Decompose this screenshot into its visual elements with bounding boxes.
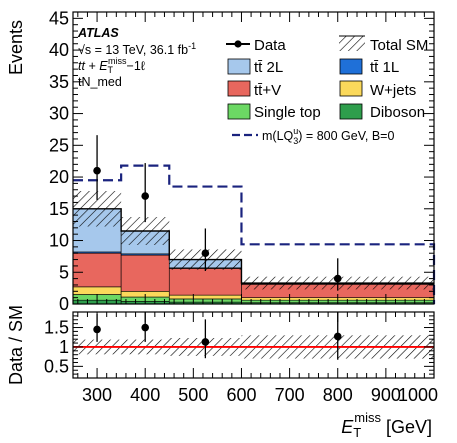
main-ytick-label: 45 bbox=[49, 8, 69, 28]
main-data-points bbox=[93, 135, 342, 291]
legend: Data Total SM tt̄ 2L tt̄ 1L tt̄+V W+jets… bbox=[226, 35, 428, 146]
stack-bar-wjets-0 bbox=[72, 286, 122, 295]
main-ytick-label: 10 bbox=[49, 231, 69, 251]
ratio-xtick-label: 700 bbox=[275, 385, 305, 405]
ratio-point-0 bbox=[93, 325, 101, 334]
energy-label: √s = 13 TeV, 36.1 fb-1 bbox=[78, 41, 196, 57]
main-axes: 0 5 10 15 20 25 30 35 40 45 bbox=[49, 8, 435, 314]
ratio-xtick-label: 600 bbox=[226, 385, 256, 405]
ratio-xtick-label: 400 bbox=[130, 385, 160, 405]
main-ytick-label: 40 bbox=[49, 40, 69, 60]
main-signal-line bbox=[73, 164, 436, 304]
data-point-0 bbox=[93, 166, 101, 175]
legend-ttbar-2l: tt̄ 2L bbox=[227, 58, 283, 76]
x-axis-title-unit: [GeV] bbox=[386, 417, 432, 437]
total-sm-line bbox=[73, 208, 434, 284]
stack-bar-ttv-0 bbox=[72, 252, 122, 288]
svg-text:W+jets: W+jets bbox=[370, 82, 416, 99]
stack-bar-ttv-1 bbox=[120, 254, 170, 292]
ratio-y-axis-title: Data / SM bbox=[6, 305, 26, 385]
main-ytick-label: 20 bbox=[49, 167, 69, 187]
stack-bar-singletop-2 bbox=[168, 298, 242, 303]
main-ytick-label: 5 bbox=[59, 262, 69, 282]
legend-wjets: W+jets bbox=[339, 80, 416, 99]
main-ytick-label: 25 bbox=[49, 135, 69, 155]
ratio-xtick-label: 800 bbox=[323, 385, 353, 405]
legend-single-top: Single top bbox=[227, 103, 321, 121]
stack-bar-ttv-2 bbox=[168, 268, 242, 296]
main-ytick-label: 0 bbox=[59, 294, 69, 314]
svg-text:tt̄+V: tt̄+V bbox=[254, 82, 281, 99]
svg-text:Total SM: Total SM bbox=[370, 37, 428, 54]
experiment-label: ATLAS bbox=[77, 26, 119, 40]
svg-text:tt̄ 2L: tt̄ 2L bbox=[254, 59, 283, 76]
main-ytick-label: 30 bbox=[49, 104, 69, 124]
legend-total-sm: Total SM bbox=[339, 35, 428, 54]
ratio-ytick-label: 1 bbox=[59, 337, 69, 357]
ratio-point-1 bbox=[141, 323, 149, 332]
ratio-xtick-label: 300 bbox=[82, 385, 112, 405]
svg-text:Data: Data bbox=[254, 37, 286, 54]
stack-bar-wjets-2 bbox=[168, 294, 242, 300]
legend-ttv: tt̄+V bbox=[227, 80, 281, 99]
legend-data: Data bbox=[226, 37, 286, 54]
ratio-xtick-label: 1000 bbox=[398, 385, 438, 405]
info-block: ATLAS √s = 13 TeV, 36.1 fb-1 tt + ETmiss… bbox=[77, 26, 196, 89]
legend-diboson: Diboson bbox=[339, 103, 425, 121]
svg-text:tt̄ 1L: tt̄ 1L bbox=[370, 59, 399, 76]
legend-signal: m(LQ3u) = 800 GeV, B=0 bbox=[232, 126, 394, 146]
data-point-2 bbox=[201, 249, 210, 258]
main-ytick-label: 15 bbox=[49, 199, 69, 219]
signal-line bbox=[73, 164, 436, 304]
ratio-xtick-label: 900 bbox=[371, 385, 401, 405]
svg-text:Diboson: Diboson bbox=[370, 104, 425, 121]
svg-text:Single top: Single top bbox=[254, 104, 321, 121]
x-axis-title-symbol: E bbox=[341, 417, 354, 437]
ratio-point-2 bbox=[201, 338, 210, 346]
main-y-axis-title: Events bbox=[6, 20, 26, 75]
main-total-sm-line bbox=[73, 208, 434, 284]
channel-label: tt + ETmiss−1ℓ bbox=[78, 56, 145, 75]
x-axis-title-sub: T bbox=[353, 425, 361, 440]
svg-text:m(LQ3u) = 800 GeV, B=0: m(LQ3u) = 800 GeV, B=0 bbox=[262, 126, 394, 146]
ratio-ytick-label: 0.5 bbox=[44, 356, 69, 376]
ratio-xtick-label: 500 bbox=[178, 385, 208, 405]
legend-ttbar-1l: tt̄ 1L bbox=[339, 58, 399, 76]
data-point-1 bbox=[141, 192, 149, 200]
data-point-3 bbox=[333, 274, 342, 283]
x-axis-title: ETmiss [GeV] bbox=[341, 410, 432, 440]
ratio-ytick-label: 1.5 bbox=[44, 318, 69, 338]
ratio-data-points bbox=[93, 312, 342, 360]
region-label: tN_med bbox=[78, 75, 122, 89]
ratio-point-3 bbox=[333, 332, 342, 341]
ratio-frame bbox=[72, 311, 435, 379]
x-axis-title-sup: miss bbox=[354, 410, 381, 425]
main-ytick-label: 35 bbox=[49, 72, 69, 92]
